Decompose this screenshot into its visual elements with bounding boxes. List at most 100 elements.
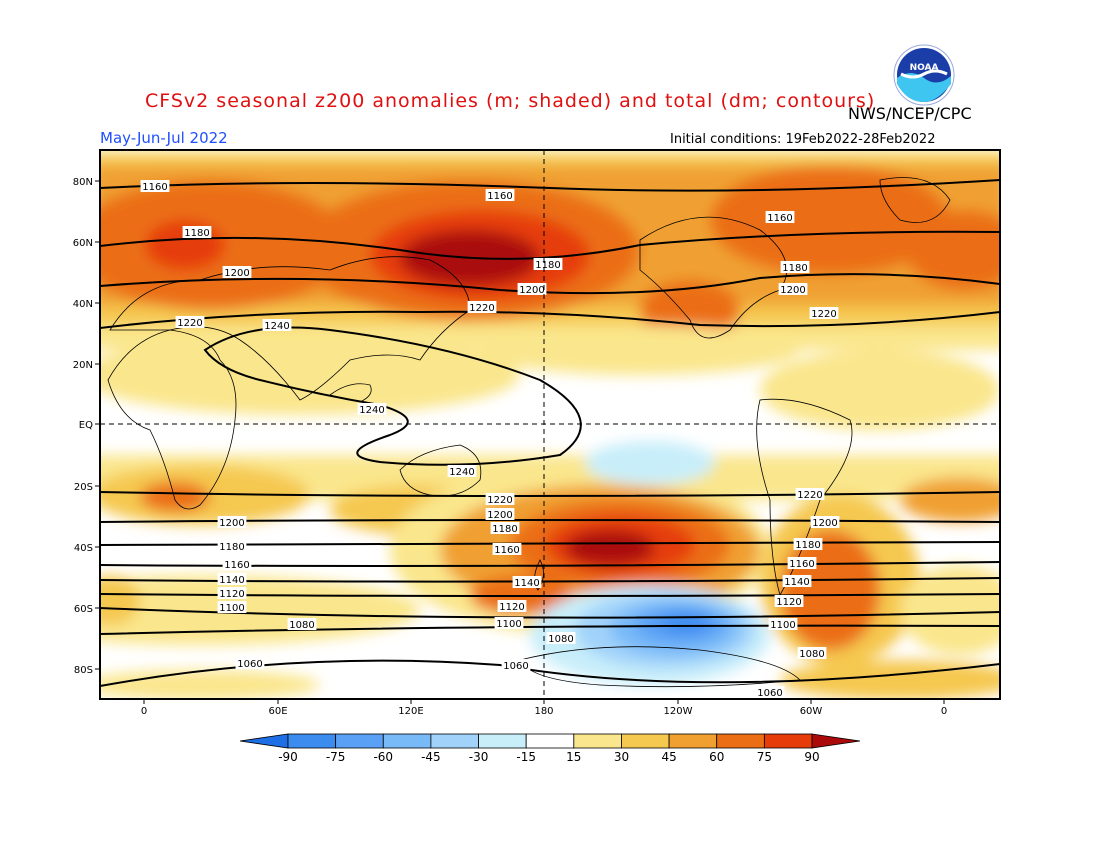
svg-text:1160: 1160 [767,213,792,224]
svg-text:1220: 1220 [797,490,822,501]
lat-tick-label: 60N [73,238,93,249]
svg-text:1180: 1180 [492,524,517,535]
svg-text:1140: 1140 [784,577,809,588]
lon-tick-label: 120E [398,706,423,717]
lon-tick-label: 0 [941,706,947,717]
colorbar-label: -90 [278,750,298,764]
contour-label: 1160 [140,180,170,193]
contour-label: 1120 [774,595,804,608]
svg-text:1220: 1220 [469,303,494,314]
colorbar-label: -45 [421,750,441,764]
contour-labels: 1160 1160 1160 1180 1180 1180 1200 1200 1200 1220… [140,180,840,699]
colorbar: -90 -75 -60 -45 -30 -15 15 30 45 60 75 90 [239,733,861,764]
colorbar-segment [239,733,289,749]
svg-text:1160: 1160 [142,182,167,193]
svg-text:1180: 1180 [795,540,820,551]
contour-label: 1160 [765,211,795,224]
forecast-period: May-Jun-Jul 2022 [100,129,228,147]
svg-text:1120: 1120 [776,597,801,608]
svg-text:1160: 1160 [487,191,512,202]
svg-text:1140: 1140 [514,578,539,589]
contour-label: 1240 [262,319,292,332]
svg-text:1220: 1220 [811,309,836,320]
contour-label: 1180 [533,258,563,271]
colorbar-segment [525,733,575,749]
colorbar-segment [621,733,670,749]
svg-text:1060: 1060 [503,661,528,672]
svg-text:1180: 1180 [782,263,807,274]
contour-label: 1160 [222,558,252,571]
contour-label: 1060 [235,657,265,670]
contour-label: 1060 [501,659,531,672]
svg-text:1080: 1080 [289,620,314,631]
contour-label: 1220 [485,493,515,506]
svg-text:1180: 1180 [219,542,244,553]
initial-conditions: Initial conditions: 19Feb2022-28Feb2022 [670,132,936,147]
svg-text:1240: 1240 [359,405,384,416]
colorbar-label: 30 [614,750,629,764]
contour-label: 1080 [797,647,827,660]
contour-label: 1220 [175,316,205,329]
contour-label: 1100 [217,601,247,614]
contour-label: 1180 [780,261,810,274]
svg-text:1160: 1160 [224,560,249,571]
colorbar-segment [763,733,813,749]
contour-label: 1140 [512,576,542,589]
contour-label: 1160 [787,557,817,570]
contour-label: 1080 [546,632,576,645]
svg-text:1200: 1200 [487,510,512,521]
lat-tick-label: 60S [74,604,93,615]
colorbar-segment [811,733,861,749]
colorbar-label: -15 [516,750,536,764]
svg-text:1060: 1060 [757,688,782,699]
svg-text:1160: 1160 [789,559,814,570]
contour-label: 1080 [287,618,317,631]
contour-label: 1220 [795,488,825,501]
colorbar-segment [478,733,527,749]
contour-label: 1180 [182,226,212,239]
svg-text:1100: 1100 [496,619,521,630]
svg-text:1120: 1120 [219,589,244,600]
svg-text:1100: 1100 [219,603,244,614]
colorbar-segment [287,733,337,749]
contour-label: 1160 [485,189,515,202]
contour-label: 1100 [768,618,798,631]
contour-label: 1200 [485,508,515,521]
svg-text:1080: 1080 [799,649,824,660]
lat-tick-label: 40S [74,543,93,554]
contour-label: 1240 [447,465,477,478]
contour-label: 1120 [497,600,527,613]
svg-text:1200: 1200 [219,518,244,529]
svg-text:1180: 1180 [535,260,560,271]
svg-text:1240: 1240 [264,321,289,332]
contour-label: 1240 [357,403,387,416]
lat-tick-label: 40N [73,299,93,310]
lon-tick-label: 60W [800,706,823,717]
latitude-axis: 80N 60N 40N 20N EQ 20S 40S 60S 80S [73,177,100,676]
svg-text:1220: 1220 [177,318,202,329]
svg-text:1140: 1140 [219,575,244,586]
svg-text:1200: 1200 [780,285,805,296]
lon-tick-label: 60E [268,706,287,717]
contour-label: 1200 [778,283,808,296]
lon-tick-label: 180 [534,706,553,717]
agency-label: NWS/NCEP/CPC [848,104,972,123]
colorbar-label: 90 [804,750,819,764]
svg-text:1220: 1220 [487,495,512,506]
svg-text:1200: 1200 [519,285,544,296]
colorbar-label: 45 [661,750,676,764]
contour-label: 1060 [755,686,785,699]
colorbar-label: -30 [469,750,489,764]
svg-text:1100: 1100 [770,620,795,631]
contour-label: 1120 [217,587,247,600]
lon-tick-label: 120W [664,706,693,717]
colorbar-segment [335,733,384,749]
svg-text:1200: 1200 [812,518,837,529]
lon-tick-label: 0 [141,706,147,717]
colorbar-label: 15 [566,750,581,764]
colorbar-segment [382,733,432,749]
svg-text:1200: 1200 [224,268,249,279]
contour-label: 1220 [467,301,497,314]
contour-label: 1200 [222,266,252,279]
